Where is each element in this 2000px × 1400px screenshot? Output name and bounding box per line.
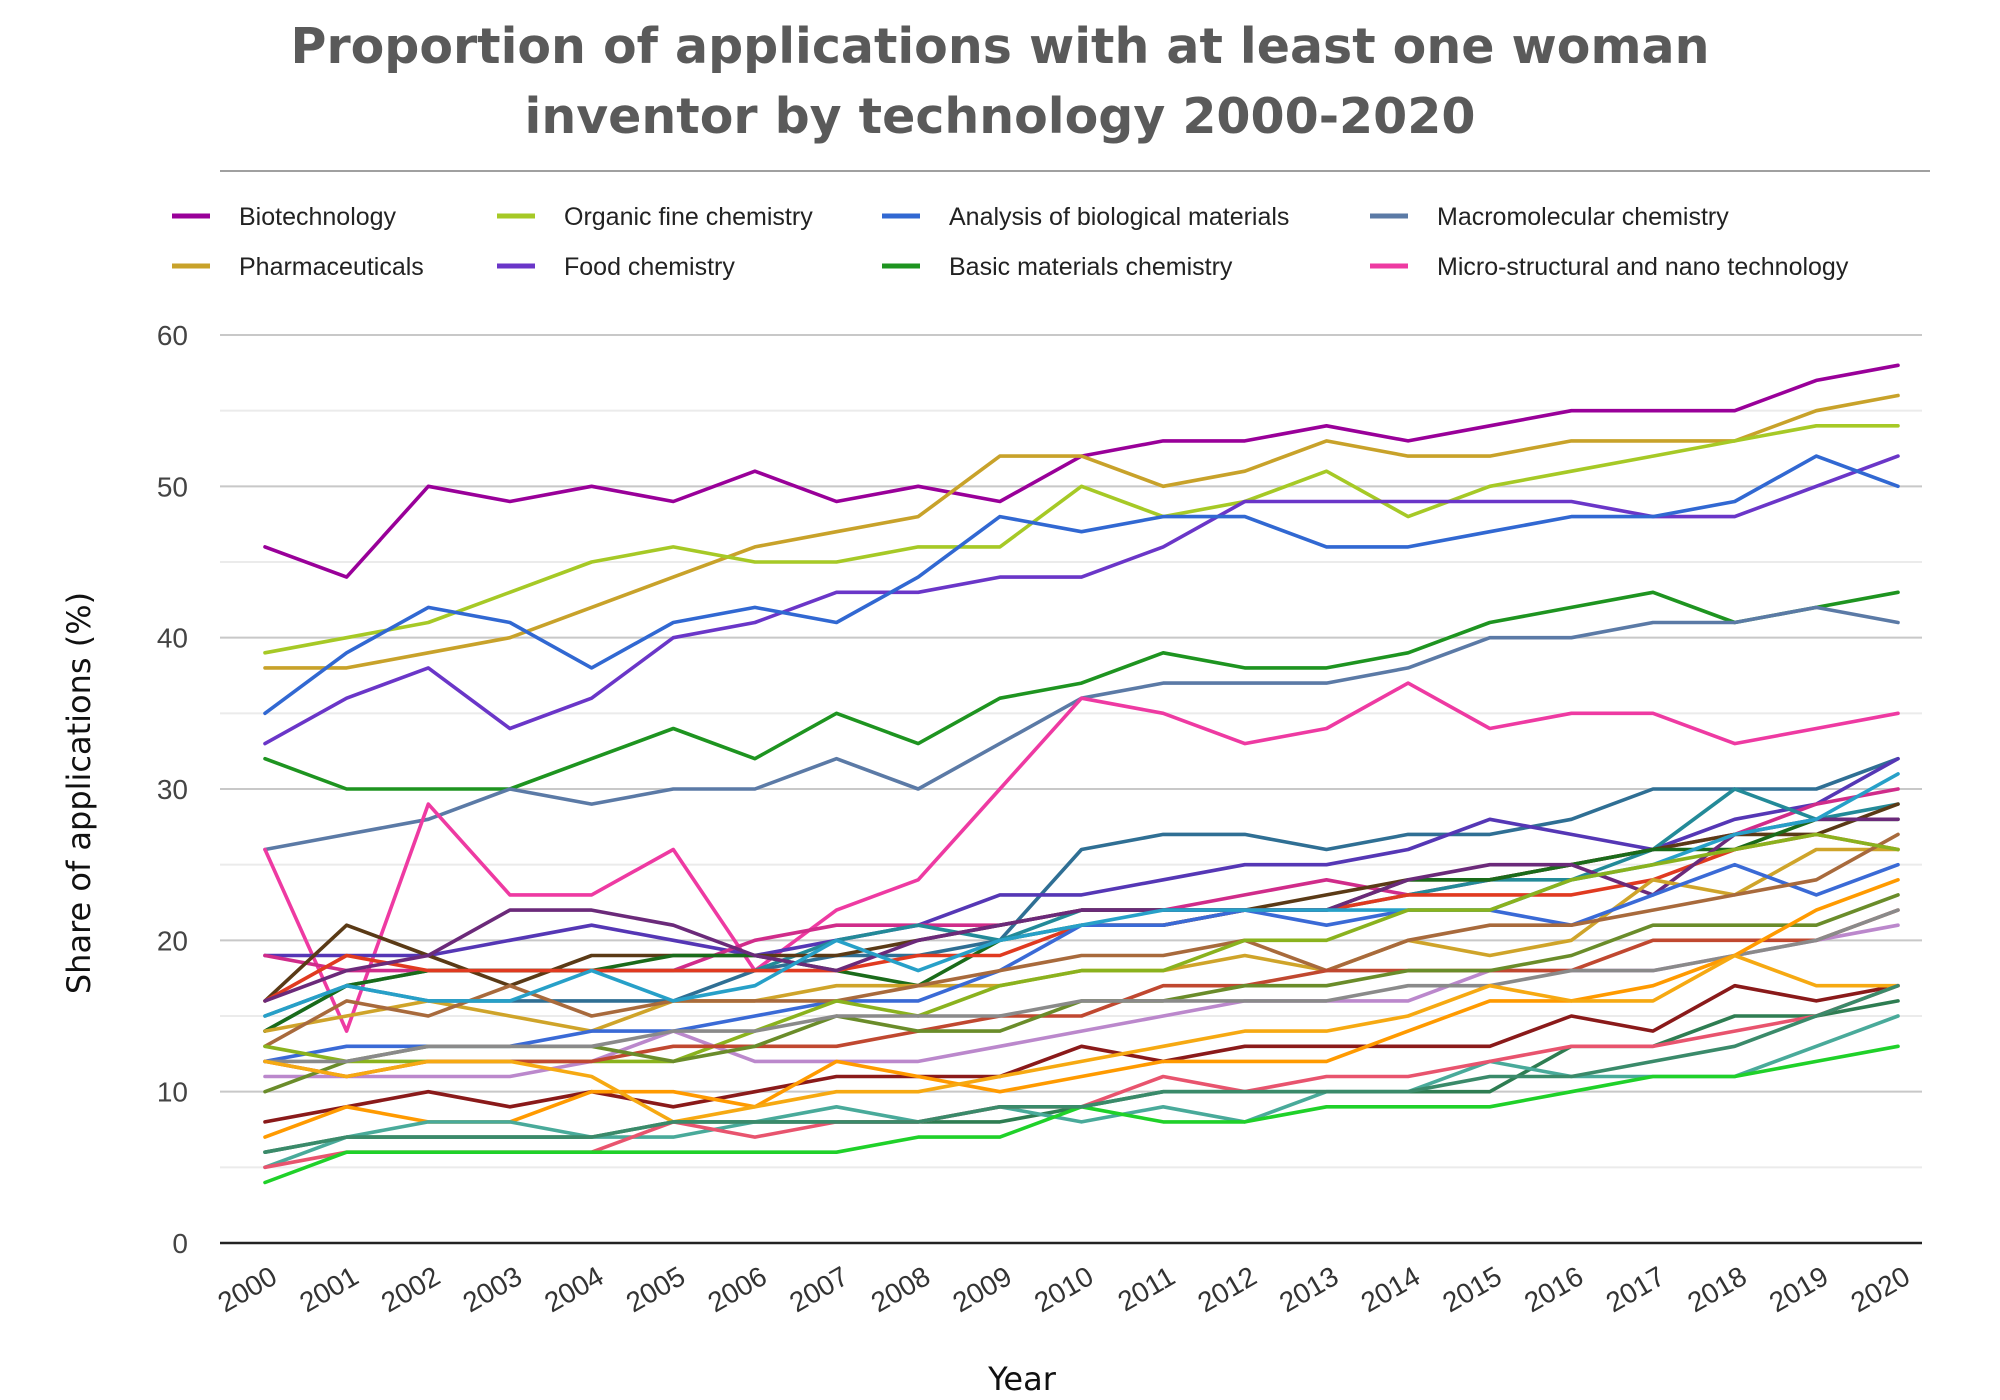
legend-item-pharmaceuticals[interactable]: Pharmaceuticals <box>172 253 424 281</box>
series-line-unnamed-33 <box>265 986 1898 1152</box>
x-tick-label-2014: 2014 <box>1356 1260 1425 1318</box>
series-line-unnamed-23 <box>265 910 1898 1076</box>
x-tick-label-2007: 2007 <box>784 1260 853 1318</box>
legend-item-micro-structural-and-nano-technology[interactable]: Micro-structural and nano technology <box>1370 253 1849 281</box>
x-tick-label-2020: 2020 <box>1846 1260 1915 1318</box>
x-tick-label-2017: 2017 <box>1601 1260 1670 1318</box>
x-tick-label-2009: 2009 <box>947 1260 1016 1318</box>
series-line-unnamed-21 <box>265 834 1898 1061</box>
series-line-unnamed-27 <box>265 880 1898 1137</box>
x-tick-label-2016: 2016 <box>1519 1260 1588 1318</box>
legend-label-pharmaceuticals: Pharmaceuticals <box>239 253 424 281</box>
x-tick-label-2013: 2013 <box>1274 1260 1343 1318</box>
x-tick-label-2019: 2019 <box>1764 1260 1833 1318</box>
x-tick-label-2011: 2011 <box>1112 1260 1180 1317</box>
x-tick-label-2018: 2018 <box>1682 1260 1751 1318</box>
legend-label-food-chemistry: Food chemistry <box>564 253 735 281</box>
x-axis-ticks: 2000200120022003200420052006200720082009… <box>213 1260 1915 1318</box>
y-tick-label-30: 30 <box>157 774 188 805</box>
y-tick-label-20: 20 <box>157 925 188 956</box>
y-tick-label-60: 60 <box>157 320 188 351</box>
legend-item-biotechnology[interactable]: Biotechnology <box>172 203 397 231</box>
x-axis-label: Year <box>987 1360 1057 1398</box>
y-axis-label: Share of applications (%) <box>60 592 98 994</box>
y-tick-label-40: 40 <box>157 623 188 654</box>
legend-item-macromolecular-chemistry[interactable]: Macromolecular chemistry <box>1370 203 1729 231</box>
legend-item-food-chemistry[interactable]: Food chemistry <box>497 253 735 281</box>
x-tick-label-2006: 2006 <box>702 1260 771 1318</box>
series-line-unnamed-26 <box>265 986 1898 1122</box>
x-tick-label-2010: 2010 <box>1029 1260 1098 1318</box>
legend-label-organic-fine-chemistry: Organic fine chemistry <box>564 203 813 231</box>
x-tick-label-2012: 2012 <box>1192 1260 1261 1318</box>
legend-label-analysis-of-biological-materials: Analysis of biological materials <box>949 203 1289 231</box>
series-line-analysis-of-biological-materials <box>265 456 1898 713</box>
x-tick-label-2015: 2015 <box>1437 1260 1506 1318</box>
series-line-unnamed-32 <box>265 1046 1898 1182</box>
legend: Biotechnology Pharmaceuticals Organic fine… <box>172 203 1849 281</box>
y-tick-label-50: 50 <box>157 471 188 502</box>
legend-item-organic-fine-chemistry[interactable]: Organic fine chemistry <box>497 203 813 231</box>
x-tick-label-2000: 2000 <box>213 1260 282 1318</box>
series-line-unnamed-15 <box>265 834 1898 1001</box>
legend-label-macromolecular-chemistry: Macromolecular chemistry <box>1437 203 1729 231</box>
legend-label-basic-materials-chemistry: Basic materials chemistry <box>949 253 1233 281</box>
series-line-unnamed-9 <box>265 759 1898 1016</box>
y-axis-ticks: 0 10 20 30 40 50 60 <box>157 320 188 1259</box>
series-line-unnamed-28 <box>265 956 1898 1122</box>
x-tick-label-2005: 2005 <box>621 1260 690 1318</box>
series-line-organic-fine-chemistry <box>265 426 1898 653</box>
x-tick-label-2002: 2002 <box>376 1260 445 1318</box>
x-tick-label-2004: 2004 <box>539 1260 608 1318</box>
legend-item-basic-materials-chemistry[interactable]: Basic materials chemistry <box>882 253 1233 281</box>
y-tick-label-10: 10 <box>157 1077 188 1108</box>
series-line-biotechnology <box>265 365 1898 577</box>
x-tick-label-2008: 2008 <box>866 1260 935 1318</box>
series-lines <box>265 365 1898 1182</box>
y-tick-label-0: 0 <box>172 1228 188 1259</box>
legend-label-biotechnology: Biotechnology <box>239 203 397 231</box>
x-tick-label-2001: 2001 <box>294 1260 363 1318</box>
legend-item-analysis-of-biological-materials[interactable]: Analysis of biological materials <box>882 203 1289 231</box>
series-line-micro-structural-and-nano-technology <box>265 683 1898 1031</box>
legend-label-micro-structural-and-nano-technology: Micro-structural and nano technology <box>1437 253 1849 281</box>
x-tick-label-2003: 2003 <box>457 1260 526 1318</box>
